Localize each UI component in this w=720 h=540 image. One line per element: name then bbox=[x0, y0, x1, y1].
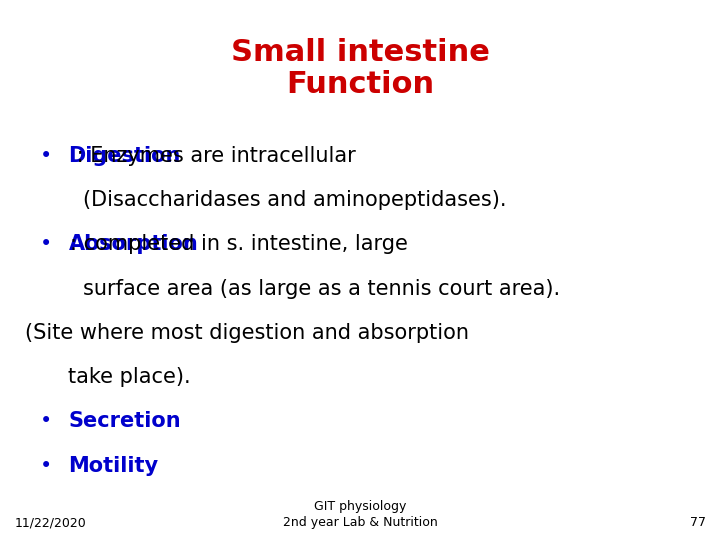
Text: Motility: Motility bbox=[68, 456, 158, 476]
Text: Secretion: Secretion bbox=[68, 411, 181, 431]
Text: •: • bbox=[40, 411, 52, 431]
Text: Absorption: Absorption bbox=[68, 234, 198, 254]
Text: (Disaccharidases and aminopeptidases).: (Disaccharidases and aminopeptidases). bbox=[83, 190, 506, 210]
Text: •: • bbox=[40, 234, 52, 254]
Text: Small intestine
Function: Small intestine Function bbox=[230, 38, 490, 99]
Text: GIT physiology
2nd year Lab & Nutrition: GIT physiology 2nd year Lab & Nutrition bbox=[283, 500, 437, 529]
Text: surface area (as large as a tennis court area).: surface area (as large as a tennis court… bbox=[83, 279, 560, 299]
Text: 11/22/2020: 11/22/2020 bbox=[14, 516, 86, 529]
Text: 77: 77 bbox=[690, 516, 706, 529]
Text: take place).: take place). bbox=[68, 367, 191, 387]
Text: Digestion: Digestion bbox=[68, 146, 181, 166]
Text: : completed in s. intestine, large: : completed in s. intestine, large bbox=[70, 234, 408, 254]
Text: : Enzymes are intracellular: : Enzymes are intracellular bbox=[70, 146, 356, 166]
Text: •: • bbox=[40, 456, 52, 476]
Text: •: • bbox=[40, 146, 52, 166]
Text: (Site where most digestion and absorption: (Site where most digestion and absorptio… bbox=[25, 323, 469, 343]
